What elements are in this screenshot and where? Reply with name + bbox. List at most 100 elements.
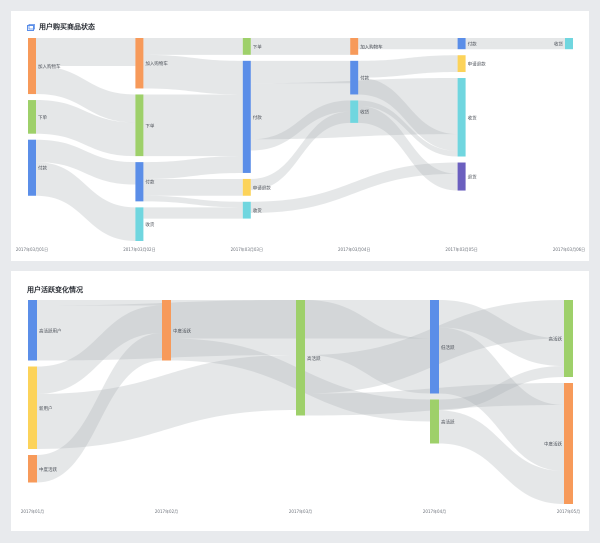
sankey-link[interactable] bbox=[36, 38, 136, 67]
sankey-node[interactable] bbox=[564, 383, 573, 504]
sankey-node[interactable] bbox=[135, 94, 144, 157]
sankey-node-label: 收货 bbox=[468, 114, 477, 121]
x-tick-label: 2017年05月 bbox=[557, 508, 580, 514]
sankey-link[interactable] bbox=[358, 106, 458, 191]
panel-title-text: 用户活跃变化情况 bbox=[27, 286, 83, 294]
sankey-node-label: 申请退款 bbox=[253, 184, 271, 191]
x-tick-label: 2017年01月 bbox=[21, 508, 44, 514]
sankey-link[interactable] bbox=[358, 77, 458, 151]
sankey-link[interactable] bbox=[143, 195, 243, 208]
sankey-link[interactable] bbox=[439, 327, 564, 472]
sankey-panel-activity: 用户活跃变化情况 高活跃用户 新用户 中度活跃 中度活跃 高活跃 低活跃 高活跃 高活跃 中度活… bbox=[11, 271, 589, 531]
sankey-node[interactable] bbox=[28, 366, 37, 450]
sankey-link[interactable] bbox=[36, 100, 136, 157]
sankey-node[interactable] bbox=[457, 78, 466, 157]
sankey-panel-purchase: 用户购买商品状态 加入购物车 下单 付款 加入购物车 下单 付款 收货 下单 付款 申请退款 收货加… bbox=[11, 11, 589, 261]
sankey-node-label: 新用户 bbox=[39, 405, 53, 412]
x-tick-label: 2017年03月06日 bbox=[553, 246, 585, 252]
sankey-link[interactable] bbox=[37, 305, 162, 395]
sankey-node[interactable] bbox=[28, 300, 37, 361]
sankey-link[interactable] bbox=[37, 355, 296, 449]
sankey-link[interactable] bbox=[143, 38, 243, 55]
sankey-node-label: 收货 bbox=[554, 41, 563, 48]
sankey-link[interactable] bbox=[37, 300, 162, 306]
sankey-link[interactable] bbox=[358, 38, 458, 50]
sankey-link[interactable] bbox=[36, 139, 136, 185]
sankey-node[interactable] bbox=[135, 38, 144, 89]
sankey-node-label: 付款 bbox=[253, 114, 262, 121]
sankey-links bbox=[36, 38, 565, 241]
sankey-node-label: 中度活跃 bbox=[173, 327, 191, 334]
sankey-link[interactable] bbox=[250, 60, 351, 84]
sankey-link[interactable] bbox=[143, 94, 243, 157]
x-tick-label: 2017年03月01日 bbox=[16, 246, 48, 252]
sankey-node[interactable] bbox=[135, 162, 144, 202]
sankey-node[interactable] bbox=[430, 399, 439, 444]
sankey-chart-purchase: 加入购物车下单付款加入购物车下单付款收货下单付款申请退款收货加入购物车付款收货付… bbox=[16, 38, 585, 252]
sankey-node-label: 收货 bbox=[145, 221, 154, 228]
x-tick-label: 2017年03月04日 bbox=[338, 246, 370, 252]
sankey-node[interactable] bbox=[28, 455, 37, 483]
sankey-node[interactable] bbox=[242, 201, 251, 219]
sankey-node-label: 高活跃 bbox=[441, 419, 455, 426]
sankey-link[interactable] bbox=[37, 333, 162, 483]
sankey-node[interactable] bbox=[350, 38, 359, 55]
sankey-links bbox=[37, 300, 564, 504]
sankey-node-label: 付款 bbox=[360, 75, 369, 82]
sankey-link[interactable] bbox=[143, 54, 243, 95]
sankey-node-label: 付款 bbox=[145, 179, 154, 186]
sankey-node-label: 下单 bbox=[145, 122, 154, 129]
sankey-link[interactable] bbox=[305, 383, 564, 416]
sankey-link[interactable] bbox=[143, 207, 243, 219]
sankey-node[interactable] bbox=[28, 100, 36, 134]
x-tick-label: 2017年02月 bbox=[155, 508, 178, 514]
sankey-node-label: 下单 bbox=[253, 43, 262, 50]
sankey-node[interactable] bbox=[457, 38, 466, 50]
sankey-node[interactable] bbox=[28, 38, 36, 95]
sankey-node-label: 退货 bbox=[468, 174, 477, 181]
sankey-link[interactable] bbox=[250, 100, 351, 151]
sankey-node[interactable] bbox=[457, 55, 466, 73]
sankey-node-label: 加入购物车 bbox=[360, 43, 383, 50]
sankey-node[interactable] bbox=[565, 38, 573, 50]
sankey-node-label: 加入购物车 bbox=[38, 63, 61, 70]
sankey-link[interactable] bbox=[250, 38, 351, 55]
x-tick-label: 2017年03月02日 bbox=[123, 246, 155, 252]
sankey-node-label: 申请退款 bbox=[468, 61, 486, 68]
sankey-link[interactable] bbox=[36, 66, 136, 123]
sankey-node-label: 中度活跃 bbox=[39, 466, 57, 473]
sankey-link[interactable] bbox=[439, 410, 564, 505]
sankey-node[interactable] bbox=[242, 178, 251, 196]
sankey-node-label: 中度活跃 bbox=[544, 441, 562, 448]
sankey-node[interactable] bbox=[430, 300, 439, 394]
sankey-node[interactable] bbox=[564, 300, 573, 377]
sankey-node[interactable] bbox=[135, 207, 144, 241]
sankey-link[interactable] bbox=[439, 300, 564, 366]
sankey-link[interactable] bbox=[358, 55, 458, 78]
sankey-node-label: 收货 bbox=[360, 109, 369, 116]
sankey-node[interactable] bbox=[242, 60, 251, 173]
x-axis: 2017年03月01日 2017年03月02日 2017年03月03日 2017年03… bbox=[16, 246, 585, 252]
sankey-chart-activity: 高活跃用户新用户中度活跃中度活跃高活跃低活跃高活跃高活跃中度活跃2017年01月… bbox=[21, 300, 580, 514]
sankey-node[interactable] bbox=[296, 300, 305, 416]
sankey-link[interactable] bbox=[250, 162, 458, 213]
sankey-node[interactable] bbox=[350, 100, 359, 123]
sankey-link[interactable] bbox=[143, 178, 243, 196]
x-tick-label: 2017年03月05日 bbox=[445, 246, 477, 252]
sankey-link[interactable] bbox=[143, 156, 243, 179]
sankey-link[interactable] bbox=[250, 111, 351, 191]
sankey-node[interactable] bbox=[350, 60, 359, 95]
sankey-link[interactable] bbox=[36, 162, 136, 241]
sankey-node-label: 收货 bbox=[253, 207, 262, 214]
sankey-link[interactable] bbox=[305, 300, 430, 394]
sankey-link[interactable] bbox=[465, 38, 565, 50]
x-tick-label: 2017年03月03日 bbox=[231, 246, 263, 252]
sankey-node-label: 付款 bbox=[38, 165, 47, 172]
sankey-link[interactable] bbox=[358, 100, 458, 157]
sankey-node[interactable] bbox=[457, 162, 466, 191]
sankey-node[interactable] bbox=[28, 139, 36, 196]
sankey-link[interactable] bbox=[439, 366, 564, 411]
sankey-node[interactable] bbox=[162, 300, 171, 361]
sankey-node[interactable] bbox=[242, 38, 251, 55]
